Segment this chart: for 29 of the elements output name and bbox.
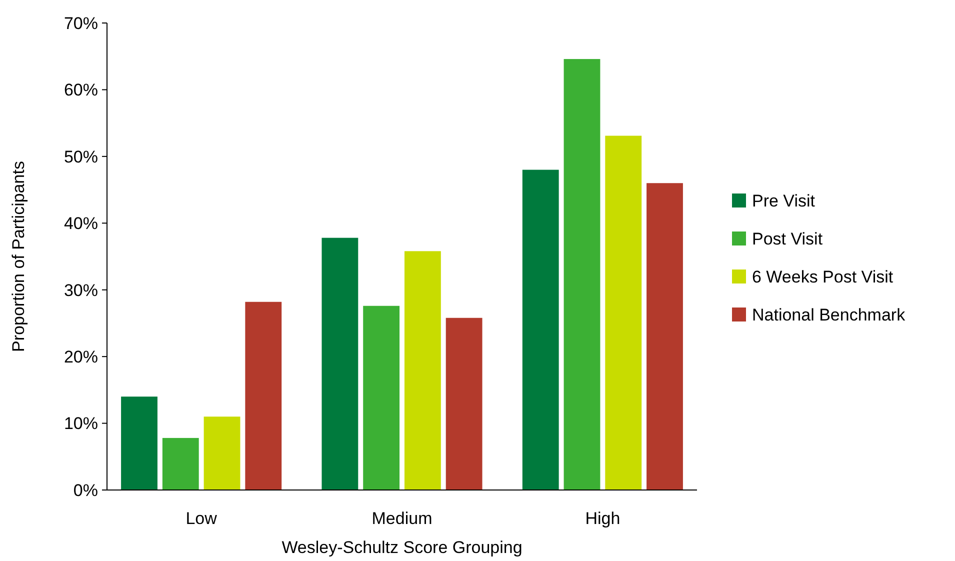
bar [245,302,282,490]
bar [522,170,559,490]
x-axis-title: Wesley-Schultz Score Grouping [282,538,522,557]
y-tick-label: 0% [73,480,98,500]
legend-label: Pre Visit [752,191,816,210]
bar [605,136,642,490]
y-tick-label: 30% [64,280,98,300]
legend-label: 6 Weeks Post Visit [752,267,894,286]
x-tick-label: Medium [372,509,432,528]
x-tick-label: Low [186,509,218,528]
bar [446,318,482,490]
y-axis-title: Proportion of Participants [9,161,28,352]
y-tick-label: 10% [64,414,98,434]
y-tick-label: 50% [64,147,98,166]
bar [322,238,358,490]
y-tick-label: 70% [64,14,98,33]
bar [204,416,240,490]
bar [162,438,199,490]
bar [363,306,400,490]
bar [121,396,158,490]
y-tick-label: 60% [64,80,98,100]
legend-label: Post Visit [752,229,823,248]
y-tick-label: 20% [64,348,98,367]
legend-label: National Benchmark [752,305,906,324]
bar [646,183,683,490]
y-tick-label: 40% [64,214,98,234]
x-tick-label: High [585,509,620,528]
bar [564,59,600,490]
bar [404,251,441,490]
